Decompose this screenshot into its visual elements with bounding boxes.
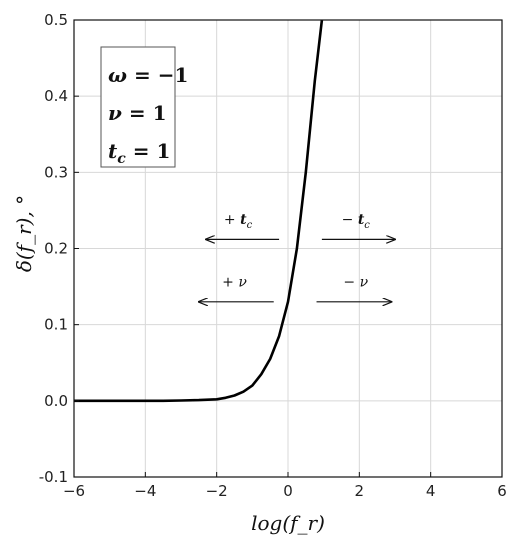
x-tick-label: −6 [63, 482, 85, 500]
axis-labels: log(f_r) δ(f_r), ° [12, 195, 325, 535]
y-tick-label: -0.1 [39, 468, 68, 486]
y-tick-label: 0.5 [44, 11, 68, 29]
annotation-label: + ν [222, 275, 247, 291]
annotation-label: − ν [343, 275, 368, 291]
annotation-label: + tc [224, 212, 253, 231]
x-tick-label: 0 [283, 482, 293, 500]
curve-layer [74, 20, 324, 403]
parameter-line: tc = 1 [108, 139, 170, 167]
y-tick-label: 0.1 [44, 316, 68, 334]
x-tick-label: 4 [426, 482, 436, 500]
parameter-box-frame [100, 46, 176, 168]
x-tick-label: −2 [206, 482, 228, 500]
annotation-label: − tc [342, 212, 371, 231]
x-tick-label: 2 [355, 482, 365, 500]
y-tick-label: 0.0 [44, 392, 68, 410]
y-tick-label: 0.4 [44, 87, 68, 105]
series-line [74, 20, 324, 403]
ticks: −6 −4 −2 0 2 4 6 -0.1 0.0 0.1 0.2 0.3 0.4 0.5 [39, 11, 507, 500]
x-tick-label: 6 [497, 482, 507, 500]
y-tick-label: 0.3 [44, 163, 68, 181]
x-axis-label: log(f_r) [251, 511, 325, 535]
parameter-line: ω = −1 [108, 63, 188, 87]
parameter-box: ω = −1 ν = 1 tc = 1 [100, 46, 188, 168]
annotations: + tc − tc + ν − ν [199, 212, 395, 302]
x-tick-label: −4 [134, 482, 156, 500]
y-axis-label: δ(f_r), ° [12, 195, 36, 272]
y-tick-label: 0.2 [44, 240, 68, 258]
parameter-line: ν = 1 [108, 101, 167, 125]
